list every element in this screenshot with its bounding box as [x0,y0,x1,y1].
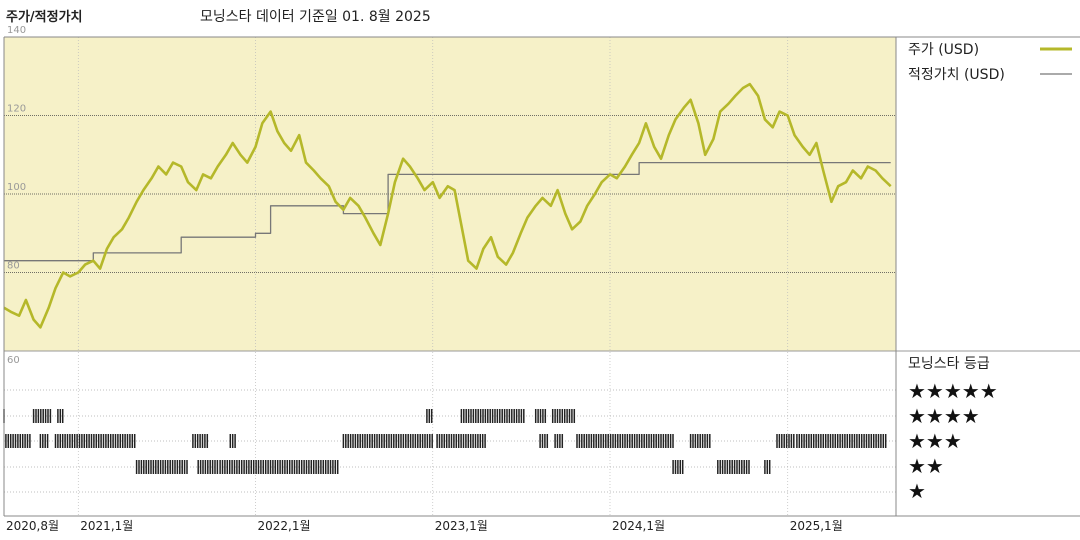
series-layer [3,82,892,329]
rating-bar-4-stars [460,409,525,423]
rating-bar-2-stars [764,460,771,474]
rating-bar-4-stars [426,409,433,423]
x-tick-label: 2021,1월 [80,519,133,533]
rating-bar-2-stars [197,460,219,474]
y-tick-label: 60 [7,355,20,366]
rating-bar-3-stars [342,434,433,448]
legend-price-label: 주가 (USD) [908,42,979,58]
rating-4-stars: ★★★★ [908,404,980,428]
rating-bar-3-stars [796,434,887,448]
x-tick-labels: 2020,8월 2021,1월 2022,1월 2023,1월 2024,1월 2025,… [6,519,843,533]
legend: 주가 (USD) 적정가치 (USD) [908,42,1072,83]
rating-bar-2-stars [135,460,188,474]
chart-title: 주가/적정가치 [6,10,83,25]
rating-legend: 모닝스타 등급 ★★★★★ ★★★★ ★★★ ★★ ★ [908,356,998,503]
rating-2-stars: ★★ [908,454,944,478]
rating-bars [3,409,887,474]
y-tick-label: 120 [7,104,26,115]
rating-bar-3-stars [554,434,564,448]
rating-3-stars: ★★★ [908,429,962,453]
y-tick-label: 100 [7,182,26,193]
x-tick-label: 2025,1월 [790,519,843,533]
rating-bar-4-stars [32,409,52,423]
rating-legend-title: 모닝스타 등급 [908,356,990,372]
x-tick-label: 2022,1월 [258,519,311,533]
rating-bar-3-stars [39,434,49,448]
x-tick-label: 2023,1월 [435,519,488,533]
x-tick-label: 2024,1월 [612,519,665,533]
rating-bar-3-stars [5,434,31,448]
rating-bar-2-stars [717,460,750,474]
data-date-subtitle: 모닝스타 데이터 기준일 01. 8월 2025 [200,9,431,25]
rating-bar-3-stars [54,434,136,448]
rating-bar-3-stars [576,434,674,448]
rating-1-star: ★ [908,479,926,503]
y-tick-label: 80 [7,261,20,272]
y-tick-label: 140 [7,25,26,36]
rating-bar-4-stars [551,409,576,423]
rating-bar-3-stars [436,434,486,448]
rating-5-stars: ★★★★★ [908,379,998,403]
rating-bar-3-stars [776,434,795,448]
rating-bar-4-stars [534,409,547,423]
rating-bar-2-stars [672,460,684,474]
x-tick-label: 2020,8월 [6,519,59,533]
rating-bar-3-stars [192,434,209,448]
rating-bar-3-stars [539,434,549,448]
legend-fair-value-label: 적정가치 (USD) [908,67,1005,83]
y-tick-labels: 140 120 100 80 60 [7,25,26,366]
rating-bar-3-stars [689,434,711,448]
rating-bar-3-stars [229,434,236,448]
rating-bar-4-stars [57,409,64,423]
rating-bar-2-stars [219,460,339,474]
price-series-line [3,82,892,329]
